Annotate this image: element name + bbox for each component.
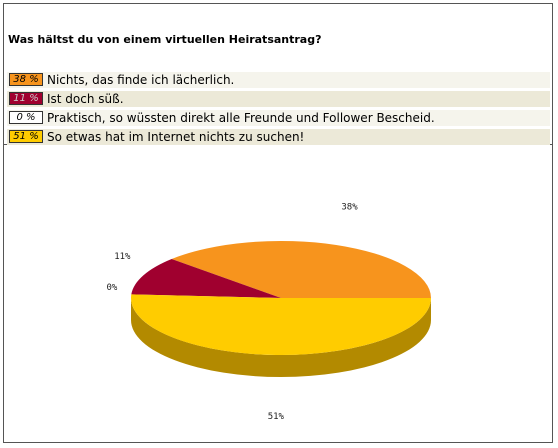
- pie-slice-side: [131, 298, 431, 377]
- pie-chart: 38% 11% 0% 51%: [106, 203, 431, 422]
- poll-option: 38 % Nichts, das finde ich lächerlich.: [7, 72, 550, 88]
- pie-data-label: 0%: [106, 283, 117, 293]
- pie-slice: [131, 294, 431, 355]
- poll-header: Was hältst du von einem virtuellen Heira…: [4, 4, 552, 145]
- option-label: Nichts, das finde ich lächerlich.: [47, 73, 235, 87]
- percent-badge: 11 %: [9, 92, 43, 105]
- percent-badge: 51 %: [9, 130, 43, 143]
- poll-option: 11 % Ist doch süß.: [7, 91, 550, 107]
- pie-slice: [171, 241, 431, 298]
- option-label: Praktisch, so wüssten direkt alle Freund…: [47, 111, 435, 125]
- pie-data-label: 51%: [268, 412, 285, 422]
- pie-data-label: 38%: [341, 203, 358, 213]
- percent-badge: 38 %: [9, 73, 43, 86]
- poll-option: 51 % So etwas hat im Internet nichts zu …: [7, 129, 550, 145]
- option-label: Ist doch süß.: [47, 92, 124, 106]
- pie-data-label: 11%: [114, 252, 131, 262]
- pie-chart-area: 38% 11% 0% 51%: [4, 145, 552, 442]
- poll-option: 0 % Praktisch, so wüssten direkt alle Fr…: [7, 110, 550, 126]
- poll-widget: Was hältst du von einem virtuellen Heira…: [3, 3, 553, 443]
- pie-slice: [131, 258, 281, 298]
- poll-question: Was hältst du von einem virtuellen Heira…: [8, 33, 322, 46]
- percent-badge: 0 %: [9, 111, 43, 124]
- option-label: So etwas hat im Internet nichts zu suche…: [47, 130, 305, 144]
